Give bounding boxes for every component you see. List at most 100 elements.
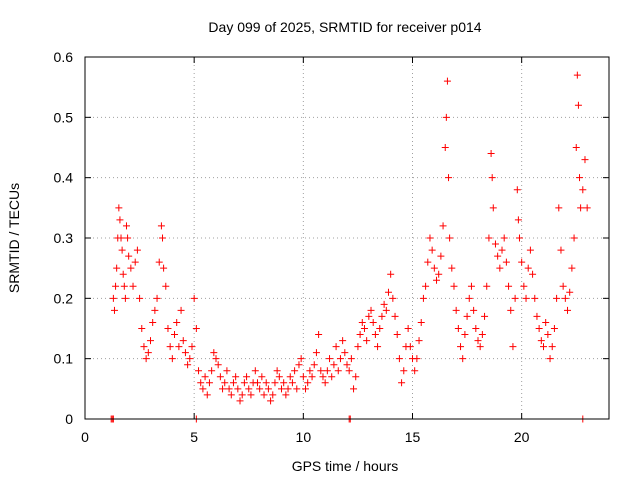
data-point: [157, 222, 165, 230]
data-point: [529, 270, 537, 278]
data-point: [253, 379, 261, 387]
data-point: [278, 385, 285, 393]
data-point: [243, 373, 251, 381]
data-point: [214, 361, 222, 369]
data-point: [488, 174, 496, 182]
data-point: [568, 264, 576, 272]
data-point: [430, 264, 438, 272]
data-point: [522, 294, 530, 302]
data-point: [171, 331, 179, 339]
data-point: [367, 306, 375, 314]
data-point: [573, 71, 581, 79]
data-point: [526, 246, 534, 254]
data-point: [190, 294, 198, 302]
data-point: [350, 385, 358, 393]
data-point: [518, 258, 526, 266]
data-point: [295, 361, 303, 369]
data-point: [115, 204, 123, 212]
data-point: [116, 216, 124, 224]
data-point: [273, 367, 281, 375]
data-point: [147, 337, 154, 345]
data-point: [291, 367, 299, 375]
data-point: [369, 318, 377, 326]
data-point: [478, 331, 486, 339]
data-point: [267, 397, 275, 405]
data-point: [109, 294, 117, 302]
data-point: [400, 367, 408, 375]
chart-title: Day 099 of 2025, SRMTID for receiver p01…: [208, 19, 481, 35]
y-tick-label: 0.1: [54, 351, 74, 367]
data-point: [188, 343, 196, 351]
data-point: [129, 282, 137, 290]
data-point: [304, 379, 312, 387]
data-point: [384, 288, 392, 296]
data-point: [509, 343, 517, 351]
data-point: [354, 343, 362, 351]
data-point: [347, 355, 355, 363]
data-point: [319, 373, 327, 381]
data-point: [450, 282, 458, 290]
data-point: [343, 361, 351, 369]
data-point: [496, 264, 504, 272]
data-point: [474, 337, 482, 345]
data-point: [177, 306, 185, 314]
data-point: [323, 367, 331, 375]
data-point: [334, 367, 342, 375]
data-point: [491, 240, 499, 248]
data-point: [138, 325, 146, 332]
data-point: [302, 385, 310, 393]
data-point: [251, 367, 259, 375]
data-point: [463, 312, 471, 320]
data-point: [275, 373, 283, 381]
data-point: [336, 355, 344, 363]
data-point: [561, 294, 569, 302]
data-point: [483, 282, 491, 290]
y-tick-label: 0.2: [54, 290, 74, 306]
data-point: [454, 325, 462, 332]
data-point: [181, 349, 189, 357]
data-point: [442, 113, 450, 121]
data-point: [533, 312, 541, 320]
data-point: [520, 282, 528, 290]
data-point: [559, 282, 567, 290]
data-point: [555, 204, 563, 212]
data-point: [417, 318, 425, 326]
x-axis-label: GPS time / hours: [292, 458, 399, 474]
data-point: [166, 343, 174, 351]
data-point: [505, 282, 513, 290]
x-tick-label: 10: [296, 429, 312, 445]
data-point: [419, 294, 427, 302]
x-tick-label: 15: [405, 429, 421, 445]
data-point: [548, 343, 556, 351]
data-point: [424, 258, 432, 266]
data-point: [433, 276, 441, 284]
data-point: [404, 325, 412, 332]
data-point: [459, 355, 467, 363]
data-point: [195, 367, 203, 375]
data-point: [119, 270, 127, 278]
data-point: [374, 343, 382, 351]
data-point: [216, 373, 224, 381]
data-point: [524, 264, 532, 272]
data-point: [470, 306, 478, 314]
data-point: [210, 349, 218, 357]
data-point: [112, 282, 120, 290]
y-tick-label: 0.3: [54, 230, 74, 246]
data-point: [540, 343, 547, 351]
data-point: [127, 264, 135, 272]
data-point: [476, 343, 484, 351]
y-tick-label: 0.6: [54, 49, 74, 65]
data-point: [514, 216, 522, 224]
x-tick-label: 20: [514, 429, 530, 445]
data-point: [113, 264, 121, 272]
data-point: [245, 385, 253, 393]
data-point: [485, 234, 493, 242]
data-point: [308, 373, 316, 381]
data-point: [328, 373, 336, 381]
y-axis-label: SRMTID / TECUs: [6, 183, 22, 293]
data-point: [487, 150, 495, 158]
data-point: [576, 174, 584, 182]
data-point: [234, 385, 242, 393]
data-point: [131, 258, 139, 266]
data-point: [330, 361, 338, 369]
